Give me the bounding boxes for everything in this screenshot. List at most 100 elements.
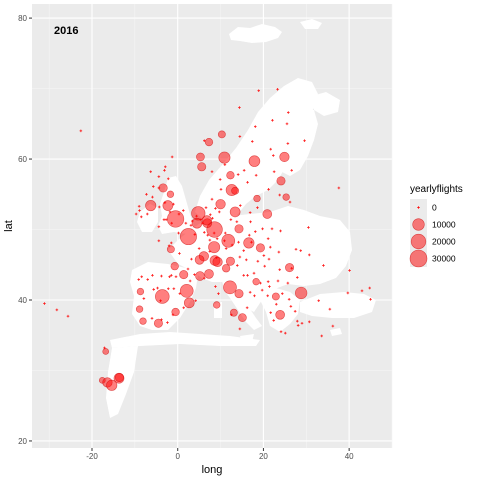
- airport-point-zero: [290, 266, 294, 270]
- airport-point-zero: [55, 308, 59, 312]
- airport-point-zero: [254, 173, 258, 177]
- airport-point-zero: [348, 269, 351, 272]
- airport-point: [285, 263, 295, 273]
- airport-point-zero: [294, 247, 298, 251]
- y-tick-label: 20: [18, 437, 27, 446]
- airport-point-zero: [261, 227, 264, 231]
- airport-point-zero: [328, 307, 332, 311]
- legend-label: 30000: [432, 254, 456, 264]
- airport-point: [212, 256, 223, 268]
- airport-point-zero: [331, 324, 335, 328]
- y-axis-title: lat: [3, 220, 15, 232]
- y-tick-label: 40: [18, 296, 27, 305]
- airport-point-zero: [256, 259, 260, 263]
- airport-point-zero: [223, 231, 227, 235]
- airport-point: [215, 199, 226, 210]
- airport-point-zero: [166, 287, 170, 291]
- airport-point: [166, 190, 175, 198]
- airport-point: [295, 286, 308, 300]
- airport-point-zero: [208, 238, 212, 242]
- airport-point-zero: [170, 221, 174, 225]
- airport-point-zero: [150, 317, 154, 320]
- airport-point: [231, 186, 240, 195]
- airport-point-zero: [252, 271, 256, 275]
- airport-point-zero: [172, 202, 175, 206]
- airport-point: [139, 317, 147, 325]
- airport-point-zero: [210, 197, 214, 201]
- airport-point: [196, 152, 205, 162]
- airport-point-zero: [171, 313, 175, 317]
- airport-point-zero: [248, 290, 252, 294]
- airport-point-zero: [202, 231, 206, 234]
- airport-point-zero: [229, 313, 233, 317]
- airport-point-zero: [214, 256, 218, 260]
- airport-point-zero: [235, 264, 239, 267]
- airport-point-zero: [206, 233, 210, 237]
- airport-point-zero: [190, 219, 194, 223]
- legend-label: 10000: [432, 220, 456, 230]
- airport-point-zero: [272, 319, 276, 322]
- airport-point-zero: [280, 292, 284, 295]
- airport-point-zero: [287, 297, 291, 301]
- airport-point-zero: [138, 209, 141, 212]
- y-tick-label: 80: [18, 14, 27, 23]
- x-tick-label: 40: [345, 452, 354, 461]
- airport-point: [221, 233, 236, 248]
- airport-point: [217, 130, 226, 139]
- airport-point-zero: [156, 286, 159, 290]
- airport-point-zero: [295, 276, 299, 279]
- airport-point-zero: [163, 169, 166, 172]
- airport-point-zero: [307, 320, 311, 324]
- airport-point: [276, 176, 286, 186]
- europe-landmass: [106, 19, 376, 418]
- airport-point-zero: [236, 173, 240, 176]
- airport-point: [135, 305, 144, 313]
- airport-point-zero: [208, 213, 212, 217]
- airport-point-zero: [295, 319, 299, 323]
- airport-point-zero: [267, 188, 270, 191]
- airport-point-zero: [299, 249, 303, 252]
- airport-point-zero: [269, 311, 273, 314]
- airport-point-zero: [274, 302, 278, 306]
- legend-title: yearlyflights: [410, 184, 463, 195]
- airport-point-zero: [257, 89, 261, 92]
- legend: yearlyflights 0 10000 20000 30000: [409, 184, 463, 268]
- airport-point: [204, 269, 214, 279]
- airport-point-zero: [188, 279, 192, 283]
- airport-point: [183, 297, 195, 309]
- airport-point-zero: [182, 306, 186, 310]
- airport-point-zero: [163, 165, 167, 169]
- airport-point-zero: [279, 330, 283, 334]
- airport-point-zero: [211, 216, 214, 220]
- airport-point-zero: [246, 274, 249, 277]
- airport-point-zero: [193, 233, 197, 236]
- airport-point: [171, 307, 180, 317]
- airport-point: [226, 171, 235, 180]
- airport-point-zero: [256, 206, 259, 209]
- airport-point: [197, 162, 207, 172]
- airport-point-zero: [223, 163, 227, 166]
- airport-point-zero: [263, 264, 267, 268]
- airport-point-zero: [288, 200, 292, 204]
- legend-item: 0: [410, 199, 437, 216]
- year-annotation: 2016: [54, 25, 78, 37]
- airport-point-zero: [178, 252, 181, 255]
- airport-point-zero: [244, 258, 248, 262]
- airport-point-zero: [290, 169, 294, 172]
- airport-point-zero: [195, 214, 198, 218]
- airport-point-zero: [303, 139, 306, 143]
- airport-point-zero: [279, 229, 282, 233]
- airport-point-zero: [259, 281, 262, 285]
- airport-point: [238, 313, 247, 322]
- airport-point: [243, 237, 255, 249]
- airport-point: [223, 280, 237, 295]
- airport-point-zero: [286, 111, 290, 114]
- airport-point-zero: [167, 244, 171, 248]
- airport-point-zero: [238, 255, 242, 259]
- airport-point-zero: [317, 299, 321, 303]
- airport-point: [279, 151, 290, 163]
- airport-point-zero: [139, 215, 143, 219]
- airport-point: [106, 379, 118, 391]
- airport-point-zero: [300, 321, 304, 325]
- airport-point-zero: [152, 288, 156, 291]
